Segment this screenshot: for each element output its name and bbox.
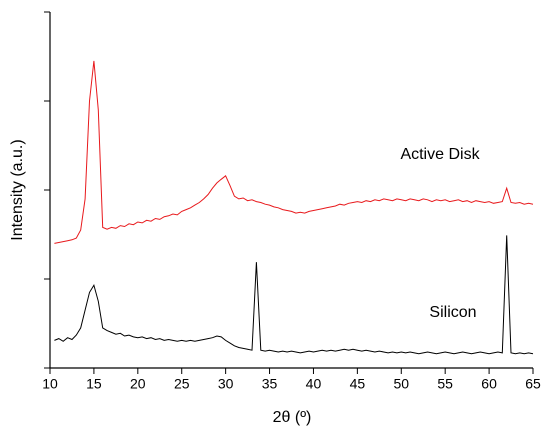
x-tick-label: 40 [306,376,322,392]
x-tick-label: 15 [86,376,102,392]
x-tick-label: 65 [525,376,541,392]
x-axis-label: 2θ (º) [273,409,312,426]
x-tick-label: 35 [262,376,278,392]
x-tick-label: 55 [437,376,453,392]
line-series [54,60,534,244]
x-tick-label: 30 [218,376,234,392]
x-tick-label: 50 [393,376,409,392]
series-label: Active Disk [400,146,480,163]
y-axis-label: Intensity (a.u.) [9,139,26,240]
x-tick-label: 10 [42,376,58,392]
x-tick-label: 20 [130,376,146,392]
line-series [54,235,534,355]
x-tick-label: 60 [481,376,497,392]
x-tick-label: 45 [350,376,366,392]
series-label: Silicon [429,304,476,321]
x-tick-label: 25 [174,376,190,392]
